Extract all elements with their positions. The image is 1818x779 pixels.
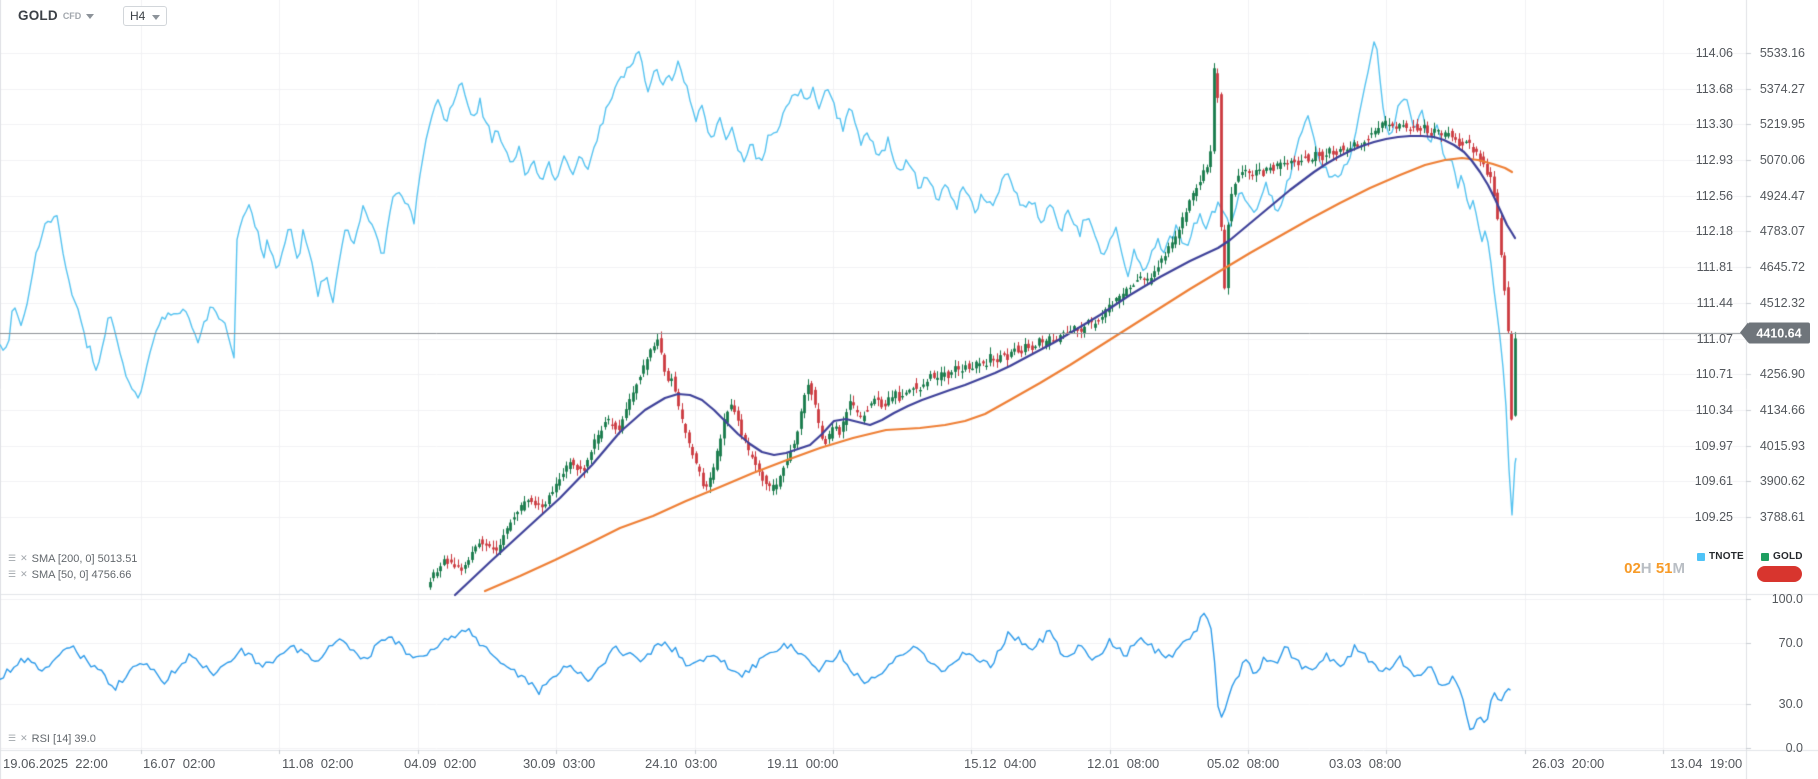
gold-series-label: GOLD <box>1773 551 1803 562</box>
gold-scale-value: 4134.66 <box>1759 403 1805 417</box>
gold-price-badge <box>1757 566 1802 582</box>
gold-scale-value: 3900.62 <box>1759 474 1805 488</box>
sma200-legend-text: SMA [200, 0] 5013.51 <box>31 552 138 565</box>
indicator-close-icon[interactable]: ✕ <box>20 553 28 563</box>
current-price-value: 4410.64 <box>1756 326 1802 340</box>
rsi-scale-value: 70.0 <box>1778 636 1803 650</box>
price-tick-row: 109.61 3900.62 <box>0 474 1818 488</box>
tnote-scale-value: 110.34 <box>1695 403 1733 417</box>
time-axis-label: 11.08 02:00 <box>282 756 354 771</box>
time-axis-label: 19.06.2025 22:00 <box>3 756 108 771</box>
price-tick-row: 109.25 3788.61 <box>0 510 1818 524</box>
candle-countdown: 02H 51M <box>1624 560 1685 577</box>
countdown-minutes-unit: M <box>1672 560 1686 577</box>
sma50-legend-text: SMA [50, 0] 4756.66 <box>31 568 132 581</box>
price-tick-row: 110.34 4134.66 <box>0 403 1818 417</box>
gold-series-legend: GOLD <box>1761 551 1803 562</box>
price-tick-row: 113.68 5374.27 <box>0 82 1818 96</box>
tnote-scale-value: 112.18 <box>1695 224 1733 238</box>
timeframe-dropdown[interactable]: H4 <box>123 6 167 26</box>
timeframe-value: H4 <box>130 9 146 23</box>
indicator-settings-icon[interactable]: ☰ <box>8 569 17 579</box>
time-axis-label: 26.03 20:00 <box>1532 756 1605 771</box>
price-tick-row: 112.93 5070.06 <box>0 153 1818 167</box>
gold-scale-value: 3788.61 <box>1759 510 1805 524</box>
time-axis-label: 04.09 02:00 <box>404 756 477 771</box>
tnote-scale-value: 113.30 <box>1695 117 1733 131</box>
indicator-close-icon[interactable]: ✕ <box>20 733 28 743</box>
tnote-scale-value: 111.44 <box>1696 296 1733 310</box>
tnote-scale-value: 110.71 <box>1695 367 1733 381</box>
time-axis-label: 05.02 08:00 <box>1207 756 1280 771</box>
symbol-type-badge: CFD <box>62 11 82 21</box>
countdown-hours-unit: H <box>1640 560 1652 577</box>
current-price-tag: 4410.64 <box>1740 322 1810 344</box>
rsi-scale-value: 30.0 <box>1778 697 1803 711</box>
countdown-minutes: 51 <box>1655 560 1673 577</box>
gold-scale-value: 5070.06 <box>1759 153 1805 167</box>
rsi-scale-value: 100.0 <box>1771 592 1803 606</box>
time-axis-label: 15.12 04:00 <box>964 756 1037 771</box>
indicator-settings-icon[interactable]: ☰ <box>8 553 17 563</box>
time-axis-label: 03.03 08:00 <box>1329 756 1402 771</box>
gold-scale-value: 4512.32 <box>1759 296 1805 310</box>
time-axis-label: 12.01 08:00 <box>1087 756 1160 771</box>
chevron-down-icon <box>152 14 160 20</box>
gold-color-swatch <box>1761 552 1769 561</box>
tnote-scale-value: 113.68 <box>1695 82 1733 96</box>
gold-scale-value: 4924.47 <box>1759 189 1805 203</box>
price-tick-row: 111.81 4645.72 <box>0 260 1818 274</box>
gold-scale-value: 5374.27 <box>1759 82 1805 96</box>
price-tick-row: 112.56 4924.47 <box>0 189 1818 203</box>
time-axis-label: 16.07 02:00 <box>143 756 216 771</box>
tnote-color-swatch <box>1697 552 1705 561</box>
indicator-settings-icon[interactable]: ☰ <box>8 733 17 743</box>
price-tick-row: 114.06 5533.16 <box>0 46 1818 60</box>
indicator-close-icon[interactable]: ✕ <box>20 569 28 579</box>
price-tick-row: 109.97 4015.93 <box>0 439 1818 453</box>
time-axis-label: 19.11 00:00 <box>767 756 839 771</box>
gold-scale-value: 4783.07 <box>1759 224 1805 238</box>
tnote-scale-value: 109.61 <box>1694 474 1733 488</box>
rsi-scale-value: 0.0 <box>1785 741 1803 755</box>
price-tick-row: 112.18 4783.07 <box>0 224 1818 238</box>
price-tick-row: 111.07 4382.72 <box>0 332 1818 346</box>
price-tick-row: 110.71 4256.90 <box>0 367 1818 381</box>
tnote-scale-value: 112.93 <box>1695 153 1733 167</box>
rsi-legend: ☰ ✕ RSI [14] 39.0 <box>8 732 96 745</box>
gold-scale-value: 5219.95 <box>1759 117 1805 131</box>
time-axis-label: 13.04 19:00 <box>1670 756 1743 771</box>
price-tick-row: 111.44 4512.32 <box>0 296 1818 310</box>
tnote-scale-value: 111.81 <box>1696 260 1733 274</box>
countdown-hours: 02 <box>1624 560 1641 577</box>
symbol-name: GOLD <box>18 8 58 23</box>
time-axis-label: 24.10 03:00 <box>645 756 718 771</box>
tnote-series-legend: TNOTE <box>1697 551 1744 562</box>
time-axis-label: 30.09 03:00 <box>523 756 596 771</box>
tnote-scale-value: 109.97 <box>1694 439 1733 453</box>
tnote-scale-value: 114.06 <box>1695 46 1733 60</box>
tnote-scale-value: 112.56 <box>1695 189 1733 203</box>
rsi-legend-text: RSI [14] 39.0 <box>31 732 96 745</box>
tnote-series-label: TNOTE <box>1709 551 1744 562</box>
sma200-legend: ☰ ✕ SMA [200, 0] 5013.51 <box>8 552 137 565</box>
gold-scale-value: 4015.93 <box>1759 439 1805 453</box>
gold-scale-value: 4256.90 <box>1759 367 1805 381</box>
gold-scale-value: 4645.72 <box>1759 260 1805 274</box>
gold-scale-value: 5533.16 <box>1759 46 1805 60</box>
price-tick-row: 113.30 5219.95 <box>0 117 1818 131</box>
sma50-legend: ☰ ✕ SMA [50, 0] 4756.66 <box>8 568 131 581</box>
tnote-scale-value: 111.07 <box>1696 332 1733 346</box>
chevron-down-icon <box>86 14 95 19</box>
tnote-scale-value: 109.25 <box>1694 510 1733 524</box>
symbol-selector[interactable]: GOLD CFD <box>18 8 95 23</box>
